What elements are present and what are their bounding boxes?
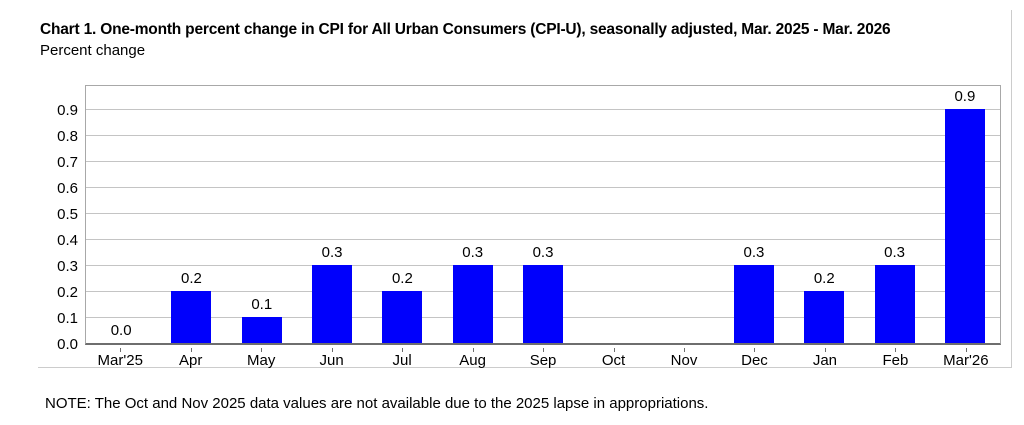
y-axis-tick-label: 0.4 (57, 232, 78, 249)
bar-column: 0.2 (367, 86, 437, 343)
bar-value-label: 0.3 (740, 244, 768, 261)
bar-value-label: 0.2 (810, 270, 838, 287)
x-axis-tick-text: May (247, 352, 276, 369)
bar (874, 265, 915, 343)
x-axis-tick-label: Aug (437, 348, 507, 370)
x-axis-tick-mark (472, 348, 474, 352)
bar-value-label: 0.2 (178, 270, 205, 287)
x-axis-tick-mark (824, 348, 826, 352)
x-axis-tick-label: Dec (719, 348, 789, 370)
bar-column: 0.9 (930, 86, 1000, 343)
x-axis-tick-mark (543, 348, 545, 352)
bar-value-label: 0.1 (248, 296, 276, 313)
y-axis-tick-label: 0.3 (57, 258, 78, 275)
x-axis-tick-text: Jun (319, 352, 344, 369)
y-axis-tick-label: 0.8 (57, 128, 78, 145)
x-axis-tick-label: Feb (860, 348, 930, 370)
x-axis-tick-mark (331, 348, 333, 352)
x-axis-labels: Mar'25 Apr May Jun Jul Aug Sep Oct Nov Dec Jan Feb M… (85, 348, 1001, 370)
bar-value-label: 0.3 (318, 244, 346, 261)
x-axis-tick-mark (613, 348, 615, 352)
x-axis-tick-mark (261, 348, 263, 352)
bar (312, 265, 353, 343)
bar (241, 317, 282, 343)
bar-value-label: 0.3 (459, 244, 487, 261)
bar-value-label: 0.0 (107, 322, 135, 339)
bar-column (649, 86, 719, 343)
y-axis-tick-label: 0.6 (57, 180, 78, 197)
bar-column: 0.3 (438, 86, 508, 343)
bar-value-label: 0.9 (951, 88, 979, 105)
bar-column: 0.3 (719, 86, 789, 343)
bar-column (578, 86, 648, 343)
x-axis-tick-label: Apr (155, 348, 225, 370)
x-axis-tick-label: May (226, 348, 296, 370)
x-axis-tick-text: Mar'25 (97, 352, 143, 369)
x-axis-tick-label: Oct (578, 348, 648, 370)
x-axis-tick-label: Mar'26 (931, 348, 1001, 370)
x-axis-tick-mark (754, 348, 756, 352)
chart-subtitle: Percent change (40, 42, 146, 59)
x-axis-tick-text: Aug (459, 352, 486, 369)
x-axis-tick-text: Oct (601, 352, 626, 369)
y-axis-tick-label: 0.7 (57, 154, 78, 171)
x-axis-tick-label: Jul (367, 348, 437, 370)
y-axis-tick-label: 0.1 (57, 310, 78, 327)
x-axis-tick-text: Jan (812, 352, 838, 369)
x-axis-tick-label: Sep (508, 348, 578, 370)
bar-column: 0.3 (859, 86, 929, 343)
x-axis-tick-text: Sep (529, 352, 557, 369)
bar (733, 265, 774, 343)
y-axis-tick-label: 0.5 (57, 206, 78, 223)
x-axis-tick-label: Mar'25 (85, 348, 155, 370)
bar-value-label: 0.3 (529, 244, 557, 261)
x-axis-tick-label: Jun (296, 348, 366, 370)
bar (804, 291, 845, 343)
y-axis-tick-label: 0.0 (57, 336, 78, 353)
x-axis-tick-mark (683, 348, 685, 352)
x-axis-tick-mark (120, 348, 122, 352)
x-axis-tick-text: Nov (670, 352, 698, 369)
bar-column: 0.1 (227, 86, 297, 343)
x-axis-tick-text: Dec (741, 352, 768, 369)
chart-title: Chart 1. One-month percent change in CPI… (40, 21, 891, 38)
y-axis-tick-label: 0.2 (57, 284, 78, 301)
bar (382, 291, 423, 343)
bars-layer: 0.0 0.2 0.1 0.3 0.2 0.3 0.3 0.3 0.2 0.3 0.9 (86, 86, 1000, 343)
bar-value-label: 0.3 (881, 244, 909, 261)
x-axis-tick-text: Apr (179, 352, 203, 369)
bar-column: 0.2 (789, 86, 859, 343)
x-axis-tick-mark (402, 348, 404, 352)
note-text: NOTE: The Oct and Nov 2025 data values a… (45, 395, 709, 412)
bar-value-label: 0.2 (388, 270, 416, 287)
y-axis-labels: 0.0 0.1 0.2 0.3 0.4 0.5 0.6 0.7 0.8 0.9 (38, 85, 78, 353)
bar (171, 291, 212, 343)
x-axis-tick-mark (895, 348, 897, 352)
bar-column: 0.0 (86, 86, 156, 343)
bar-column: 0.2 (156, 86, 226, 343)
x-axis-tick-label: Jan (790, 348, 860, 370)
x-axis-tick-label: Nov (649, 348, 719, 370)
x-axis-tick-mark (965, 348, 967, 352)
chart-figure: Chart 1. One-month percent change in CPI… (38, 10, 1012, 370)
x-axis-tick-text: Feb (882, 352, 909, 369)
x-axis-tick-text: Mar'26 (943, 352, 989, 369)
x-axis-tick-text: Jul (392, 352, 412, 369)
bar (452, 265, 493, 343)
bar (944, 109, 985, 343)
bar-column: 0.3 (297, 86, 367, 343)
x-axis-tick-mark (190, 348, 192, 352)
y-axis-tick-label: 0.9 (57, 102, 78, 119)
bar (523, 265, 564, 343)
plot-area: 0.0 0.2 0.1 0.3 0.2 0.3 0.3 0.3 0.2 0.3 0.9 (85, 85, 1001, 345)
bar-column: 0.3 (508, 86, 578, 343)
